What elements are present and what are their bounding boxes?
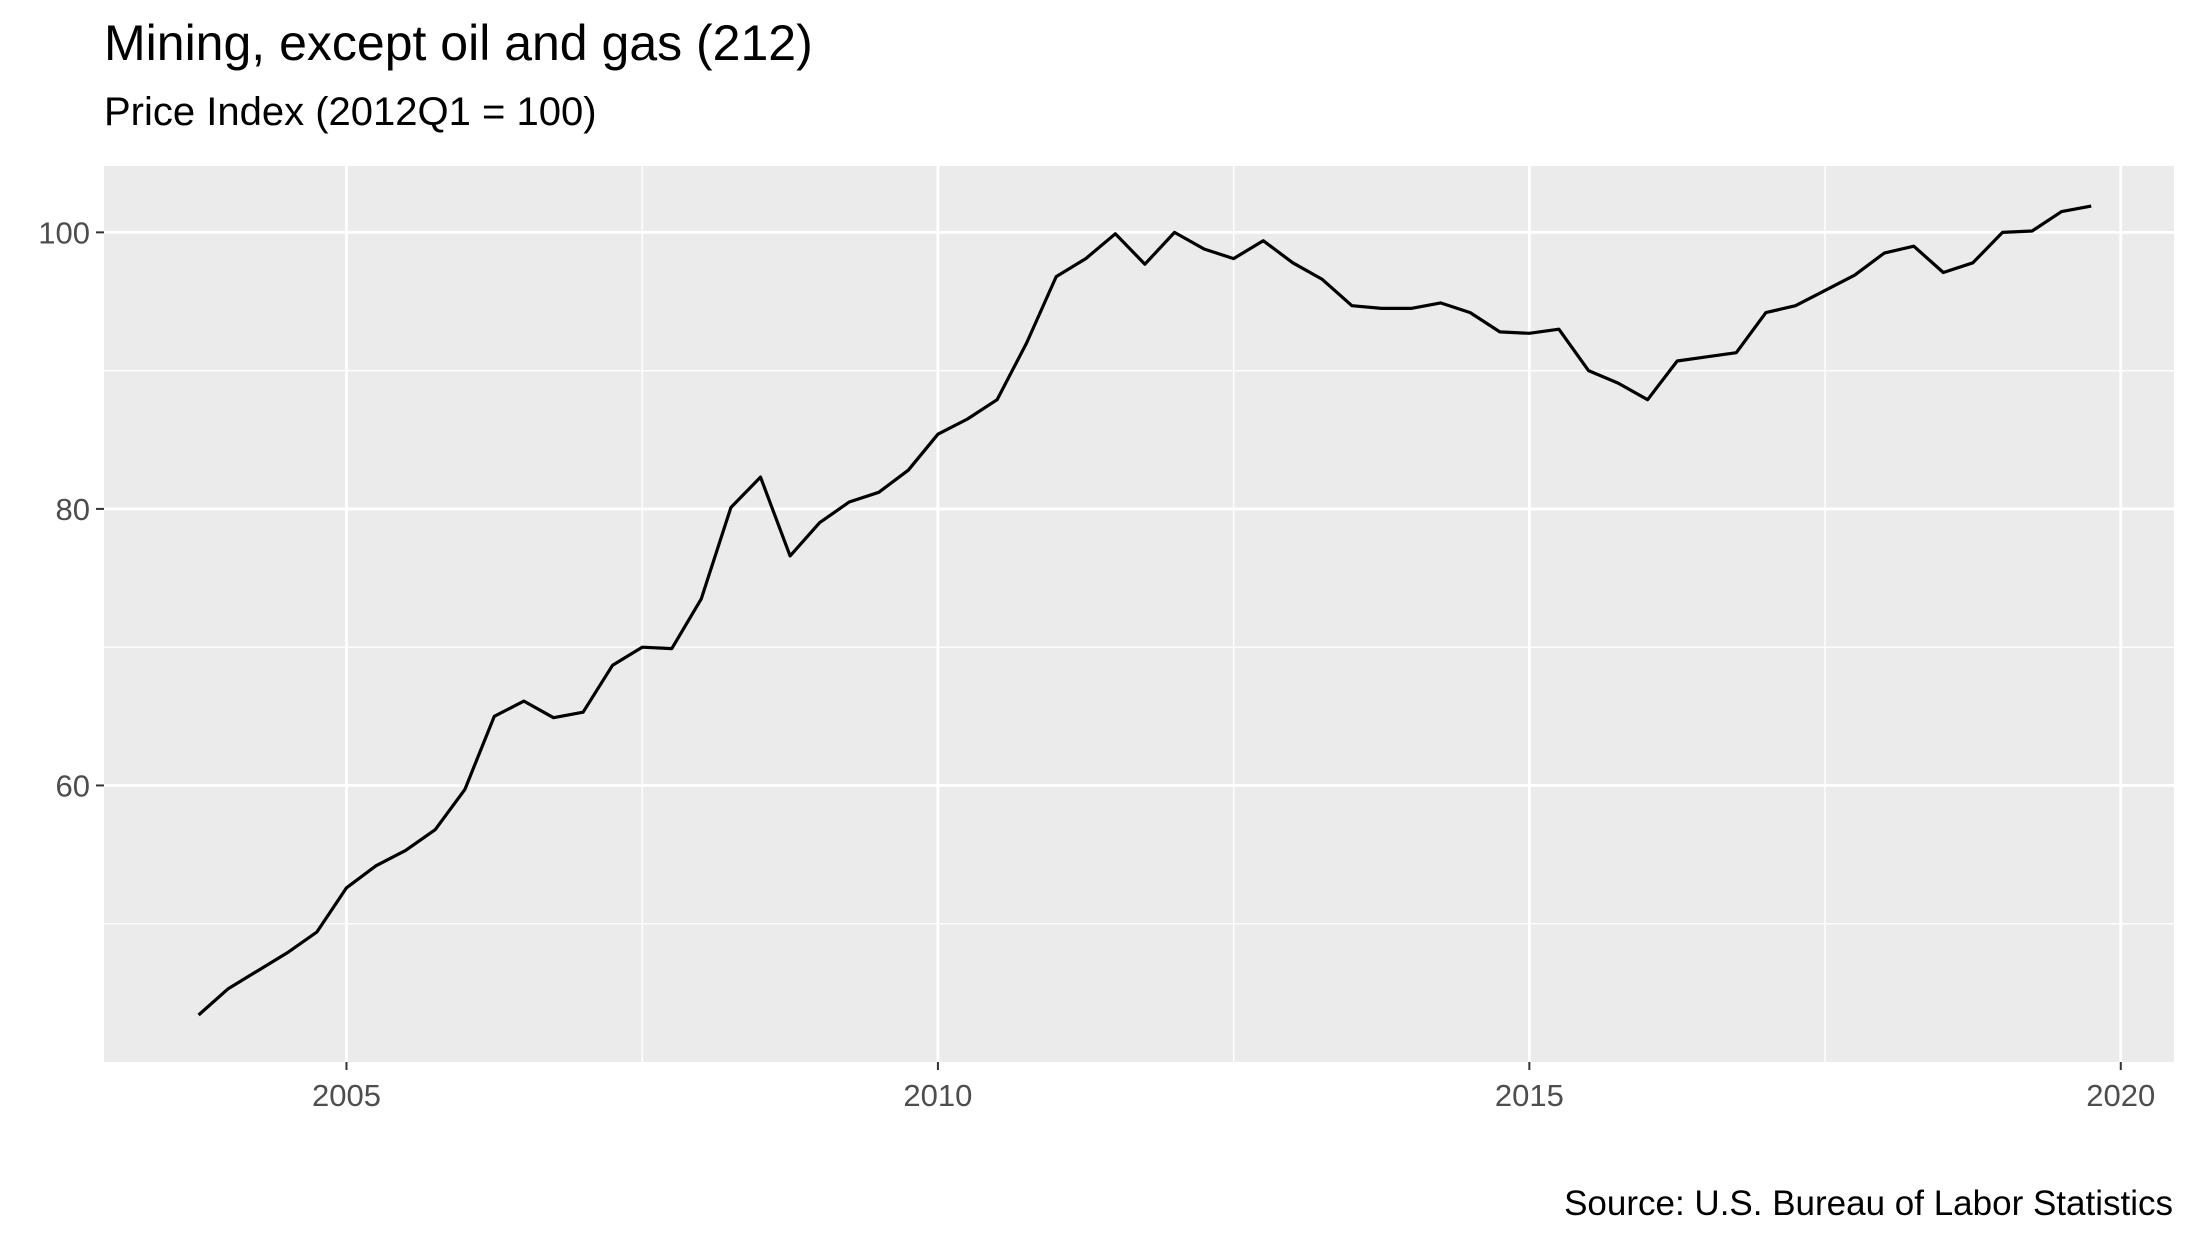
x-axis: 2005 2010 2015 2020 (312, 1062, 2155, 1113)
y-tick-label: 100 (38, 215, 90, 250)
grid-major (104, 166, 2174, 1062)
y-axis: 60 80 100 (38, 215, 104, 803)
x-tick-label: 2005 (312, 1078, 381, 1113)
chart-title: Mining, except oil and gas (212) (104, 15, 813, 71)
plot-panel (104, 166, 2174, 1062)
chart-caption: Source: U.S. Bureau of Labor Statistics (1564, 1184, 2173, 1223)
y-tick-label: 80 (56, 492, 90, 527)
x-tick-label: 2010 (903, 1078, 972, 1113)
chart-subtitle: Price Index (2012Q1 = 100) (104, 90, 597, 134)
y-tick-label: 60 (56, 768, 90, 803)
grid-minor (104, 166, 2174, 1062)
series-layer (197, 204, 2092, 1017)
x-tick-label: 2020 (2086, 1078, 2155, 1113)
series-line (197, 204, 2092, 1017)
x-tick-label: 2015 (1495, 1078, 1564, 1113)
